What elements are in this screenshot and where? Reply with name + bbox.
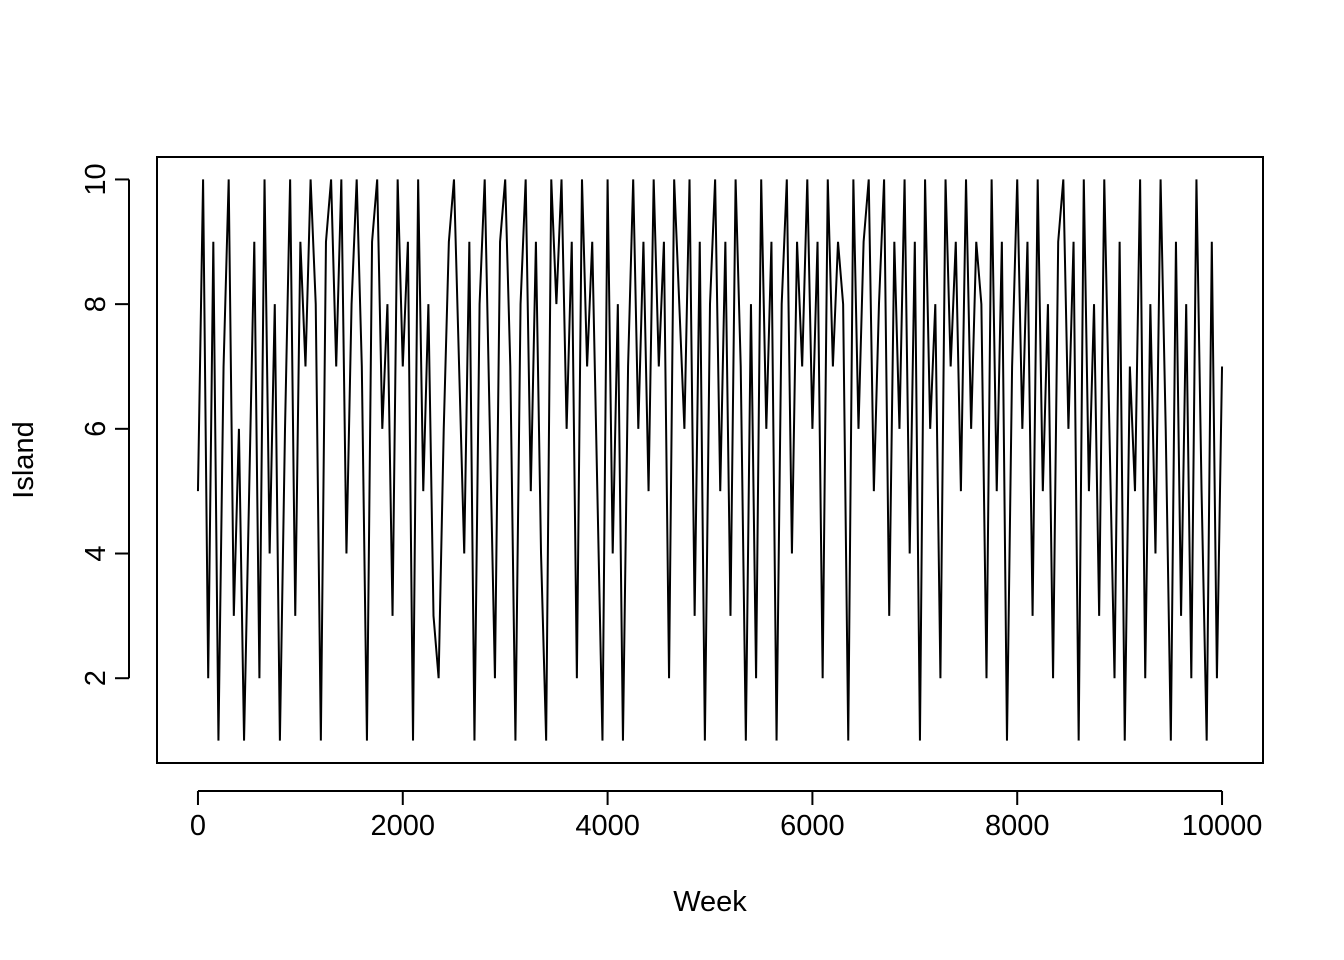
y-axis-label: Island [8, 421, 40, 498]
x-tick-label: 2000 [371, 810, 436, 842]
x-tick-label: 10000 [1182, 810, 1263, 842]
plot-box [156, 156, 1264, 764]
x-tick-label: 6000 [780, 810, 845, 842]
y-tick-label: 6 [80, 421, 112, 437]
x-tick-label: 8000 [985, 810, 1050, 842]
y-tick-label: 2 [80, 670, 112, 686]
y-tick-label: 4 [80, 545, 112, 561]
data-line [196, 179, 1224, 741]
x-tick-label: 4000 [575, 810, 640, 842]
y-tick-label: 10 [80, 163, 112, 195]
x-axis-label: Week [673, 886, 747, 918]
y-tick-label: 8 [80, 296, 112, 312]
x-tick-label: 0 [190, 810, 206, 842]
